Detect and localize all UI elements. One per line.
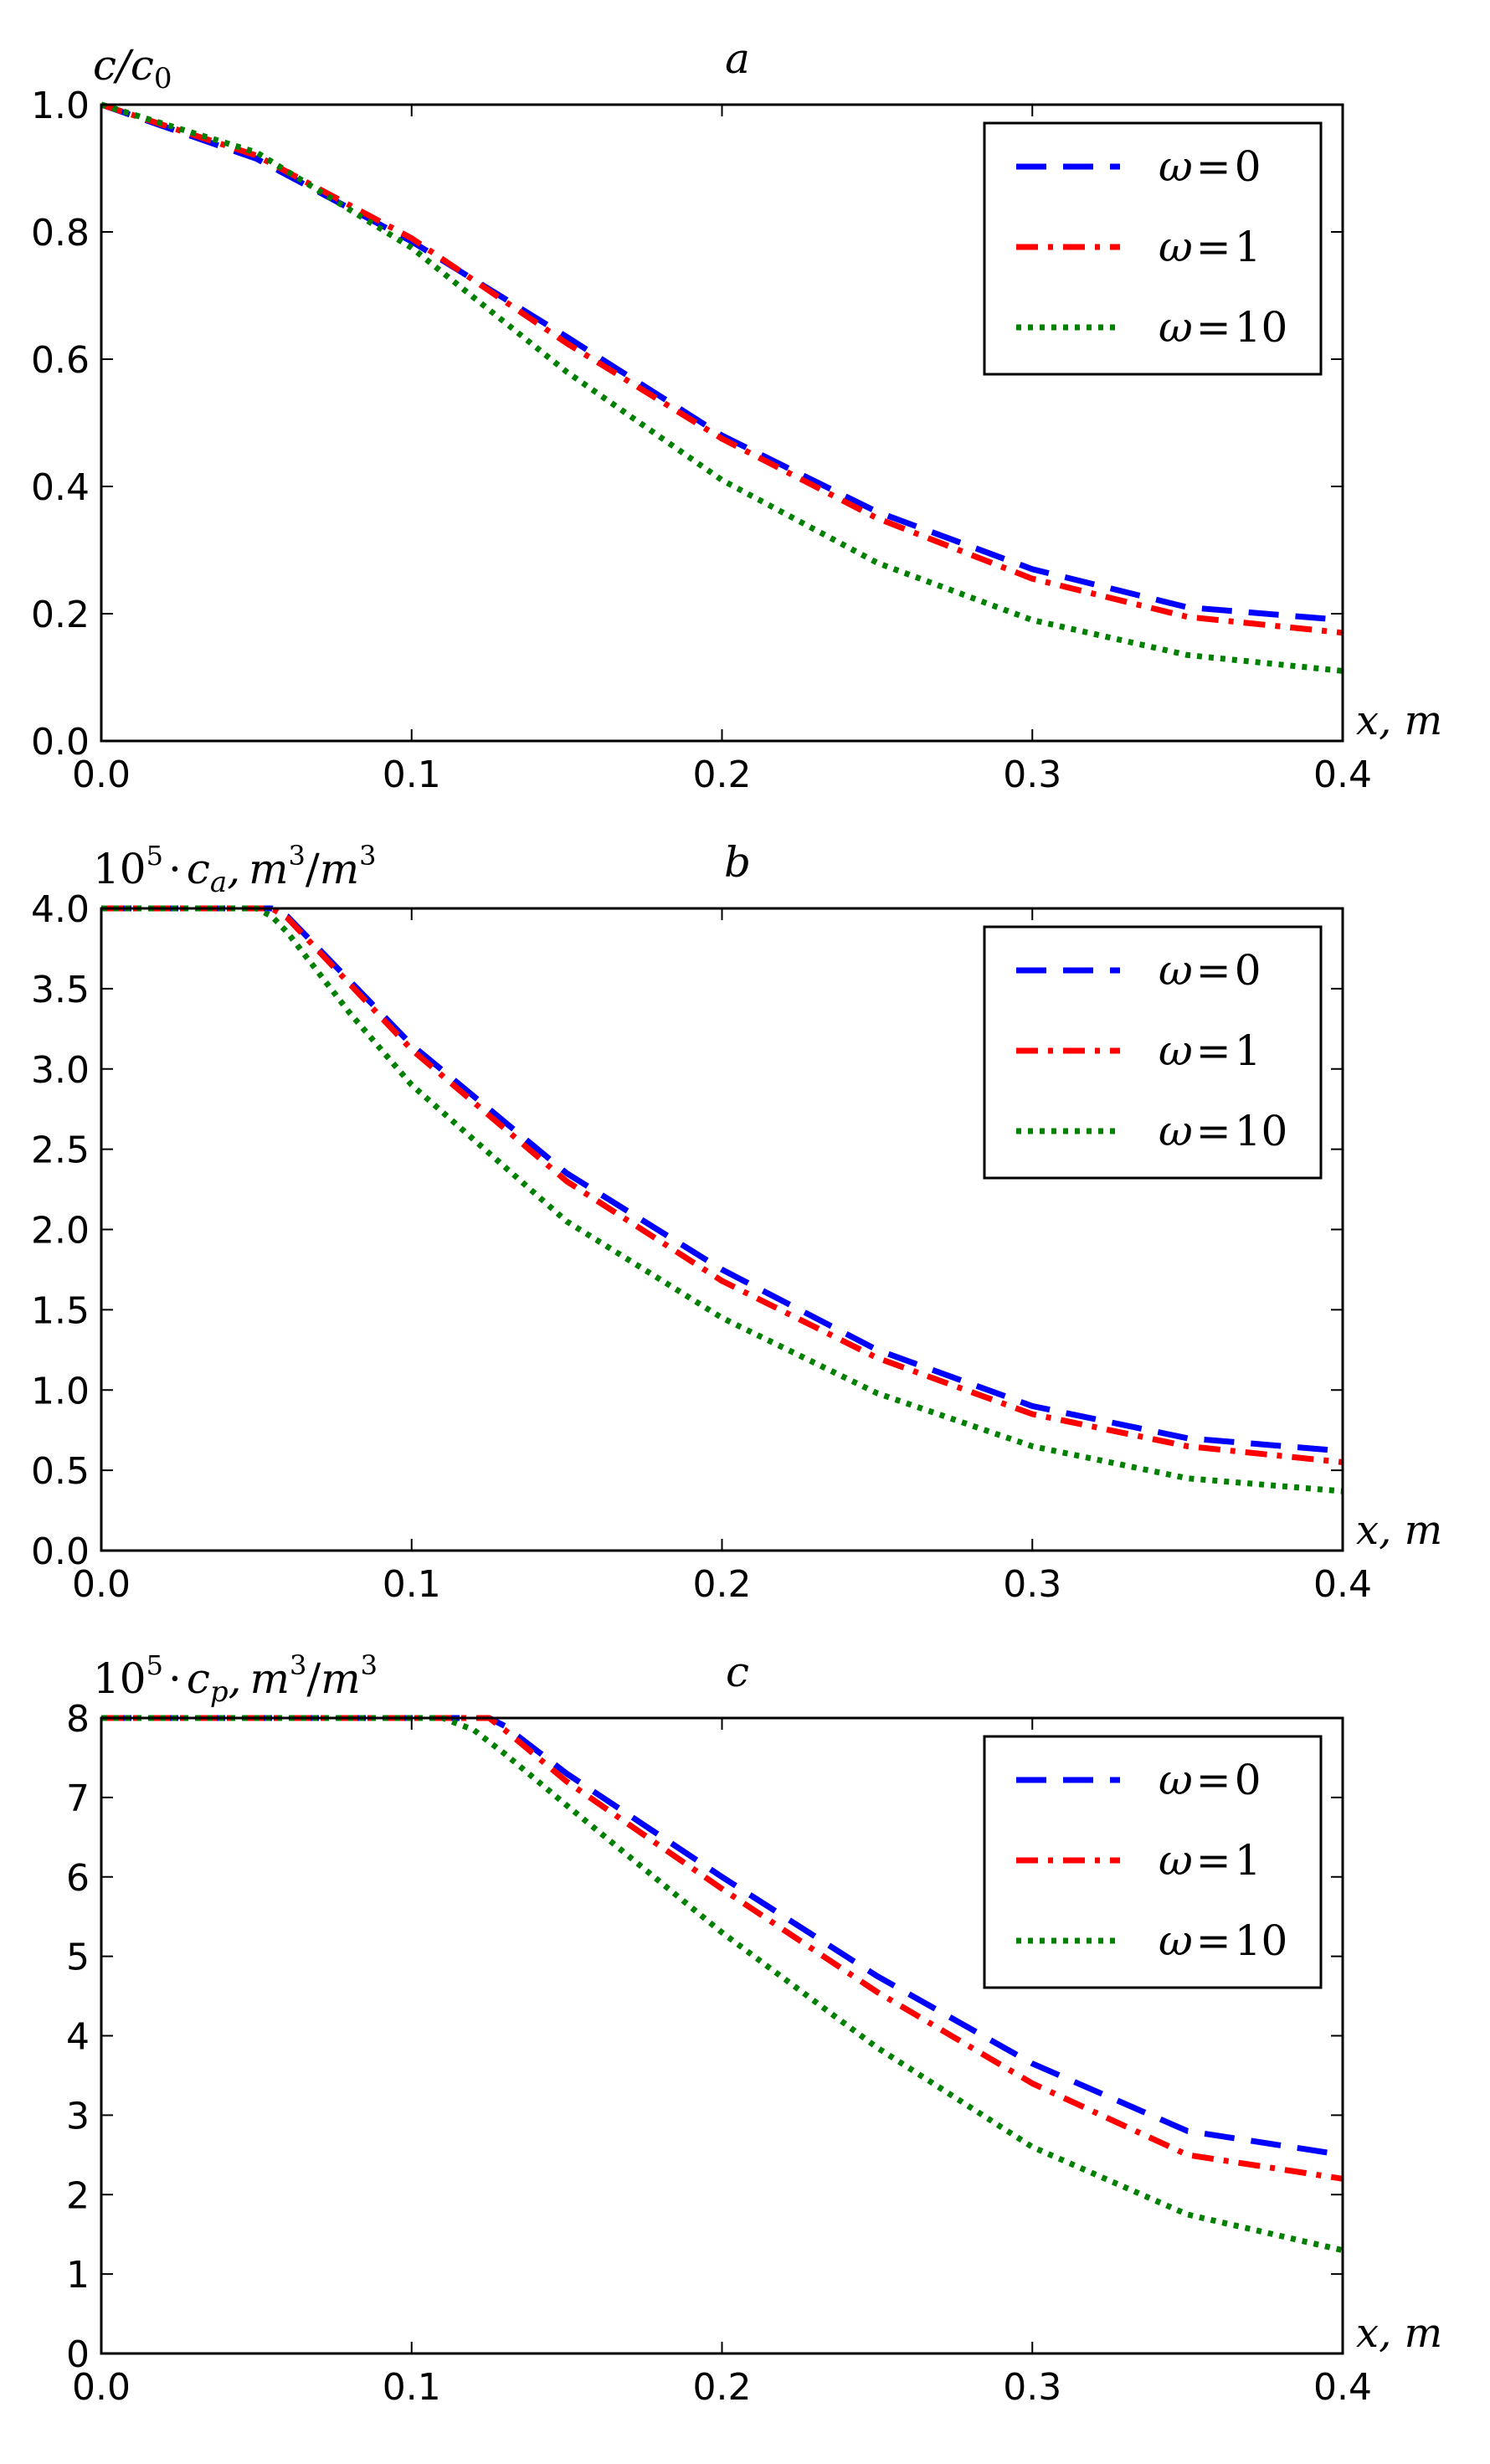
y-tick-label: 1 xyxy=(66,2254,90,2297)
legend-label: ω=10 xyxy=(1159,1916,1287,1965)
series-line-b-1 xyxy=(101,905,1344,1465)
x-tick-label: 0.1 xyxy=(383,2366,441,2409)
panel-b: 0.0 0.1 0.2 0.3 0.4 0.0 0.5 1.0 1.5 2.0 2.5 3.0 3.5 4… xyxy=(31,838,1442,1606)
x-tick-label: 0.4 xyxy=(1313,2366,1372,2409)
y-tick-label: 0.8 xyxy=(31,212,90,255)
x-axis-label: x, m xyxy=(1356,1507,1442,1554)
legend-label: ω=1 xyxy=(1159,1836,1261,1885)
y-tick-label: 7 xyxy=(66,1777,90,1820)
legend-b: ω=0 ω=1 ω=10 xyxy=(983,925,1323,1180)
legend-label: ω=0 xyxy=(1159,1756,1261,1804)
x-tick-label: 0.2 xyxy=(693,2366,752,2409)
legend-label: ω=0 xyxy=(1159,142,1261,191)
x-tick-label: 0.3 xyxy=(1003,1563,1061,1606)
y-tick-label: 4.0 xyxy=(31,888,90,931)
y-tick-label: 0.6 xyxy=(31,339,90,382)
series-line-a-1 xyxy=(100,101,1344,636)
y-tick-label: 0.2 xyxy=(31,594,90,636)
y-tick-label: 2.0 xyxy=(31,1210,90,1253)
x-tick-label: 0.4 xyxy=(1313,754,1372,796)
series-line-b-2 xyxy=(101,905,1344,1494)
y-axis-label: 105 · cp, m3/m3 xyxy=(93,1649,378,1709)
x-tick-label: 0.0 xyxy=(72,1563,131,1606)
x-tick-label: 0.4 xyxy=(1313,1563,1372,1606)
x-tick-label: 0.2 xyxy=(693,1563,752,1606)
panel-a: 0.0 0.1 0.2 0.3 0.4 0.0 0.2 0.4 0.6 0.8 1.0c/c0 a x,… xyxy=(31,34,1442,796)
y-tick-label: 0 xyxy=(66,2333,90,2376)
y-tick-label: 3.0 xyxy=(31,1049,90,1092)
x-axis-label: x, m xyxy=(1356,697,1442,744)
y-tick-label: 1.5 xyxy=(31,1289,90,1332)
x-tick-label: 0.2 xyxy=(693,754,752,796)
x-axis-label: x, m xyxy=(1356,2310,1442,2357)
y-axis-label: 105 · ca, m3/m3 xyxy=(93,840,377,899)
y-tick-label: 6 xyxy=(66,1857,90,1900)
x-tick-label: 0.0 xyxy=(72,2366,131,2409)
x-tick-label: 0.3 xyxy=(1003,2366,1061,2409)
panel-label: a xyxy=(725,34,750,83)
y-tick-label: 0.0 xyxy=(31,1530,90,1573)
legend-a: ω=0 ω=1 ω=10 xyxy=(983,121,1323,376)
y-tick-label: 1.0 xyxy=(31,1370,90,1412)
legend-c: ω=0 ω=1 ω=10 xyxy=(983,1735,1323,1989)
series-line-a-2 xyxy=(100,101,1344,674)
y-axis-label: c/c0 xyxy=(93,41,172,95)
legend-label: ω=10 xyxy=(1159,1107,1287,1155)
x-tick-label: 0.1 xyxy=(383,1563,441,1606)
x-tick-label: 0.1 xyxy=(383,754,441,796)
y-tick-label: 5 xyxy=(66,1937,90,1979)
y-tick-label: 0.5 xyxy=(31,1450,90,1493)
y-tick-label: 0.4 xyxy=(31,466,90,509)
y-tick-label: 2.5 xyxy=(31,1129,90,1172)
legend-label: ω=0 xyxy=(1159,946,1261,995)
legend-label: ω=10 xyxy=(1159,303,1287,352)
panel-label: b xyxy=(724,838,751,887)
x-tick-label: 0.0 xyxy=(72,754,131,796)
y-tick-label: 4 xyxy=(66,2016,90,2059)
series-line-c-1 xyxy=(101,1715,1344,2182)
y-tick-label: 3 xyxy=(66,2095,90,2137)
panel-label: c xyxy=(726,1648,749,1696)
y-tick-label: 2 xyxy=(66,2174,90,2217)
series-line-c-2 xyxy=(101,1715,1344,2254)
y-tick-label: 1.0 xyxy=(31,85,90,127)
y-tick-label: 0.0 xyxy=(31,721,90,764)
legend-label: ω=1 xyxy=(1159,223,1261,271)
y-tick-label: 3.5 xyxy=(31,969,90,1011)
y-tick-label: 8 xyxy=(66,1698,90,1741)
x-tick-label: 0.3 xyxy=(1003,754,1061,796)
legend-label: ω=1 xyxy=(1159,1026,1261,1075)
